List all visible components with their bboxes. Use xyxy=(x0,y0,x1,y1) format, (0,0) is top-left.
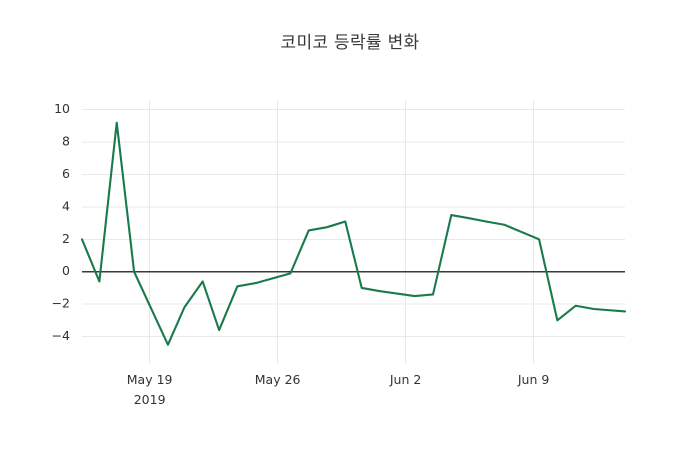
x-tick-label: Jun 2 xyxy=(389,372,421,387)
data-line-series xyxy=(80,121,627,346)
y-tick-label: −2 xyxy=(52,296,70,311)
x-tick-sublabel: 2019 xyxy=(134,392,166,407)
y-tick-label: 4 xyxy=(62,198,70,213)
data-series-group xyxy=(80,121,627,346)
x-gridlines xyxy=(149,100,535,364)
y-tick-label: 0 xyxy=(62,263,70,278)
y-tick-label: 10 xyxy=(54,101,70,116)
x-tick-label: May 26 xyxy=(255,372,301,387)
y-axis-tick-labels: −4 −2 0 2 4 6 8 10 xyxy=(52,101,70,343)
y-tick-label: 6 xyxy=(62,166,70,181)
y-tick-label: 8 xyxy=(62,134,70,149)
x-axis-tick-labels: May 19 2019 May 26 Jun 2 Jun 9 xyxy=(127,372,550,407)
y-tick-label: 2 xyxy=(62,231,70,246)
chart-title: 코미코 등락률 변화 xyxy=(280,33,420,53)
x-tick-label: May 19 xyxy=(127,372,173,387)
x-tick-label: Jun 9 xyxy=(517,372,550,387)
y-gridlines xyxy=(82,109,625,338)
y-tick-label: −4 xyxy=(52,328,70,343)
